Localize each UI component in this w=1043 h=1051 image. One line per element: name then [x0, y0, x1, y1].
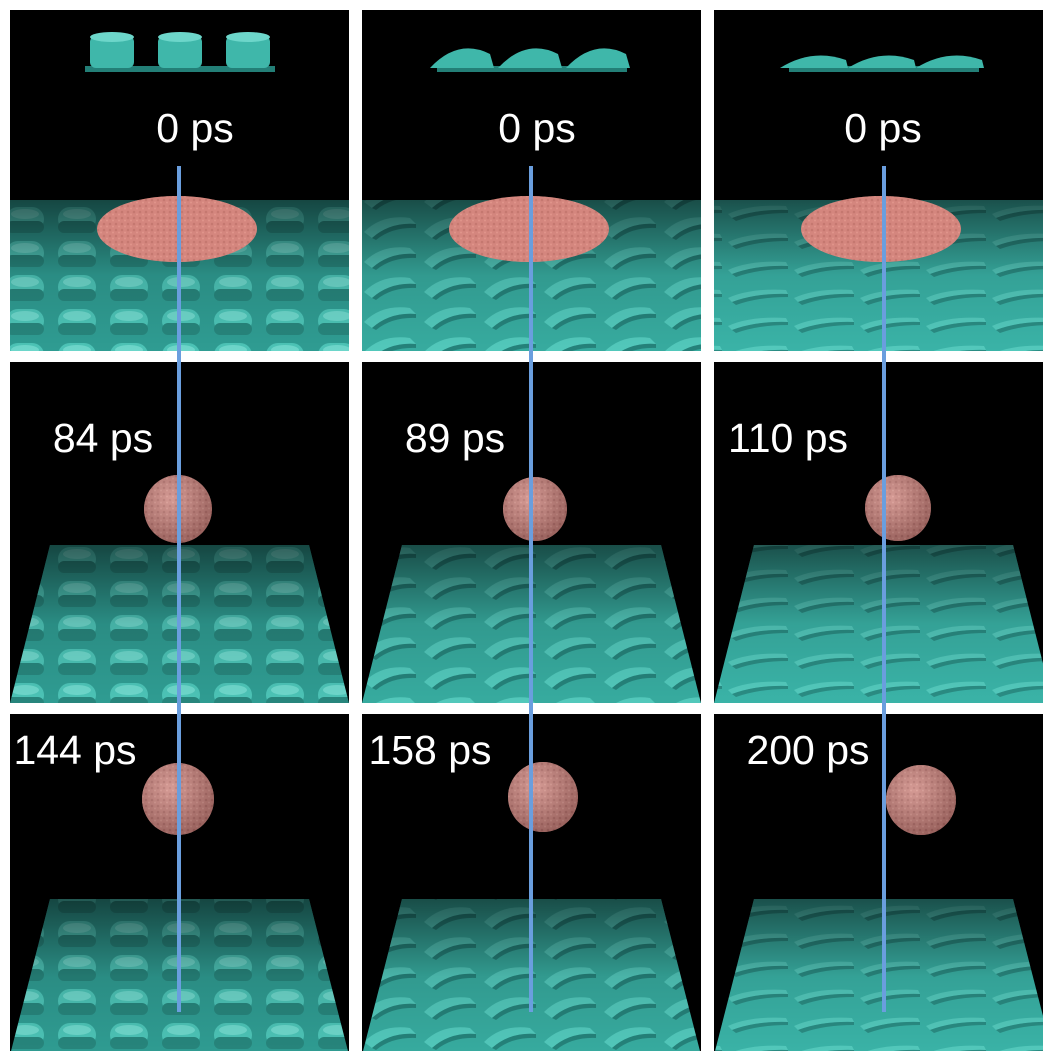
- time-label: 144 ps: [13, 727, 136, 773]
- time-label: 0 ps: [844, 105, 922, 151]
- snapshot-panel: [714, 362, 1043, 703]
- snapshot-panel: [714, 714, 1043, 1051]
- time-label: 0 ps: [498, 105, 576, 151]
- time-label: 158 ps: [368, 727, 491, 773]
- time-label: 200 ps: [746, 727, 869, 773]
- surface-side-view: [85, 32, 275, 72]
- snapshot-panel: [714, 10, 1043, 351]
- time-label: 84 ps: [53, 415, 153, 461]
- time-label: 110 ps: [728, 415, 848, 461]
- time-label: 0 ps: [156, 105, 234, 151]
- surface-side-view: [430, 48, 630, 72]
- time-label: 89 ps: [405, 415, 505, 461]
- surface-side-view: [780, 55, 984, 72]
